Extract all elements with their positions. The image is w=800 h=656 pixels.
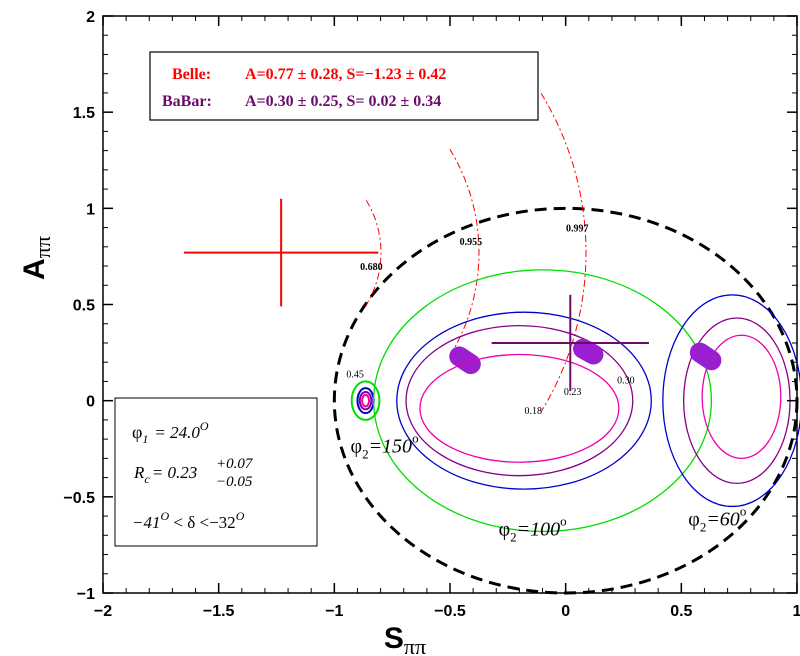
phi2-symbol: φ bbox=[351, 436, 363, 458]
contour-value-label-2: 0.30 bbox=[617, 375, 635, 386]
phi2-subscript: 2 bbox=[510, 529, 516, 544]
x-tick-label-5: 0.5 bbox=[670, 603, 692, 620]
legend-babar-values: A=0.30 ± 0.25, S= 0.02 ± 0.34 bbox=[245, 93, 441, 110]
param-rc-down: −0.05 bbox=[216, 474, 253, 490]
contour-ellipse-g1-0 bbox=[373, 269, 713, 533]
x-tick-label-1: −1.5 bbox=[203, 603, 235, 620]
y-tick-label-4: 1 bbox=[86, 201, 95, 218]
param-delta-left: −41 bbox=[132, 513, 160, 532]
contour-ellipse-g0-2 bbox=[358, 391, 373, 411]
phi2-value: =150 bbox=[369, 436, 413, 458]
y-axis-title-main: A bbox=[18, 258, 51, 280]
parameters-box: φ1 = 24.0O Rc = 0.23 +0.07 −0.05 −41O < δ … bbox=[114, 397, 318, 547]
param-rc: Rc = 0.23 bbox=[133, 463, 197, 486]
phi2-subscript: 2 bbox=[700, 520, 707, 535]
phi2-band-2 bbox=[689, 342, 722, 371]
y-tick-label-3: 0.5 bbox=[73, 298, 95, 315]
x-axis-title-main: S bbox=[384, 622, 404, 655]
phi2-degree: o bbox=[560, 513, 567, 528]
contour-ellipse-g1-2 bbox=[405, 325, 634, 477]
param-delta: −41O < δ <−32O bbox=[132, 509, 245, 532]
x-tick-label-4: 0 bbox=[561, 603, 570, 620]
phi2-symbol: φ bbox=[688, 509, 700, 531]
y-axis-title-sub: ππ bbox=[30, 236, 55, 258]
phi2-degree: o bbox=[412, 431, 419, 446]
param-delta-mid: < δ <−32 bbox=[169, 513, 236, 532]
param-rc-value: = 0.23 bbox=[152, 463, 197, 482]
param-rc-symbol: R bbox=[133, 463, 145, 482]
phi2-degree: o bbox=[740, 504, 747, 519]
x-tick-label-3: −0.5 bbox=[434, 603, 466, 620]
contour-value-label-0: 0.45 bbox=[346, 370, 364, 381]
contour-ellipse-g0-3 bbox=[361, 393, 371, 408]
contour-ellipse-g2-0 bbox=[662, 294, 800, 508]
x-axis-title: Sππ bbox=[384, 622, 426, 656]
phi2-subscript: 2 bbox=[362, 447, 369, 462]
y-tick-label-6: 2 bbox=[86, 9, 95, 26]
confidence-arc-2 bbox=[540, 92, 587, 413]
confidence-arc-1 bbox=[449, 148, 480, 357]
physical-boundary-circle bbox=[332, 206, 799, 595]
legend-babar-label: BaBar: bbox=[162, 93, 212, 110]
y-tick-label-1: −0.5 bbox=[63, 490, 95, 507]
legend-belle-values: A=0.77 ± 0.28, S=−1.23 ± 0.42 bbox=[245, 66, 446, 83]
contour-ellipse-g1-3 bbox=[419, 353, 620, 463]
x-tick-label-0: −2 bbox=[94, 603, 112, 620]
measurement-layer bbox=[183, 198, 649, 392]
phi2-label-2: φ2=60o bbox=[688, 504, 746, 535]
legend-belle-label: Belle: bbox=[172, 66, 211, 83]
contour-layer bbox=[332, 92, 800, 595]
param-delta-right-sup: O bbox=[236, 509, 245, 523]
param-rc-sub: c bbox=[144, 472, 150, 486]
x-tick-label-6: 1 bbox=[793, 603, 800, 620]
contour-ellipse-g1-1 bbox=[396, 311, 652, 490]
phi2-symbol: φ bbox=[499, 518, 511, 540]
legend: Belle: A=0.77 ± 0.28, S=−1.23 ± 0.42 BaB… bbox=[149, 51, 539, 121]
contour-ellipse-g0-0 bbox=[350, 380, 381, 421]
param-phi1-sup: O bbox=[200, 419, 209, 433]
y-tick-label-2: 0 bbox=[86, 394, 95, 411]
phi2-band-1 bbox=[573, 338, 604, 365]
param-delta-left-sup: O bbox=[160, 509, 169, 523]
confidence-label-2: 0.997 bbox=[566, 223, 589, 234]
ticks-layer: −2 −1.5 −1 −0.5 0 0.5 1 −1 −0.5 0 0.5 1 1.5 2 bbox=[63, 9, 800, 620]
y-axis-title: Aππ bbox=[18, 236, 55, 280]
confidence-label-1: 0.955 bbox=[460, 237, 483, 248]
phi2-label-0: φ2=150o bbox=[351, 431, 419, 462]
confidence-arc-0 bbox=[365, 200, 382, 306]
y-tick-label-5: 1.5 bbox=[73, 105, 95, 122]
confidence-label-0: 0.680 bbox=[360, 262, 383, 273]
legend-frame bbox=[149, 51, 539, 121]
contour-ellipse-g2-2 bbox=[701, 334, 782, 460]
param-phi1-sub: 1 bbox=[142, 432, 148, 446]
contour-value-label-3: 0.18 bbox=[525, 406, 543, 417]
phi2-value: =60 bbox=[706, 509, 740, 531]
phi2-value: =100 bbox=[517, 518, 561, 540]
x-tick-label-2: −1 bbox=[325, 603, 343, 620]
param-phi1: φ1 = 24.0O bbox=[132, 419, 209, 446]
param-phi1-value: = 24.0 bbox=[154, 423, 200, 442]
x-axis-title-sub: ππ bbox=[404, 634, 426, 656]
y-tick-label-0: −1 bbox=[77, 586, 95, 603]
phi2-label-1: φ2=100o bbox=[499, 513, 567, 544]
parameters-frame bbox=[114, 397, 318, 547]
param-phi1-symbol: φ bbox=[132, 422, 142, 442]
phi2-band-0 bbox=[449, 346, 481, 375]
contour-value-label-1: 0.23 bbox=[564, 387, 582, 398]
param-rc-up: +0.07 bbox=[216, 456, 254, 472]
